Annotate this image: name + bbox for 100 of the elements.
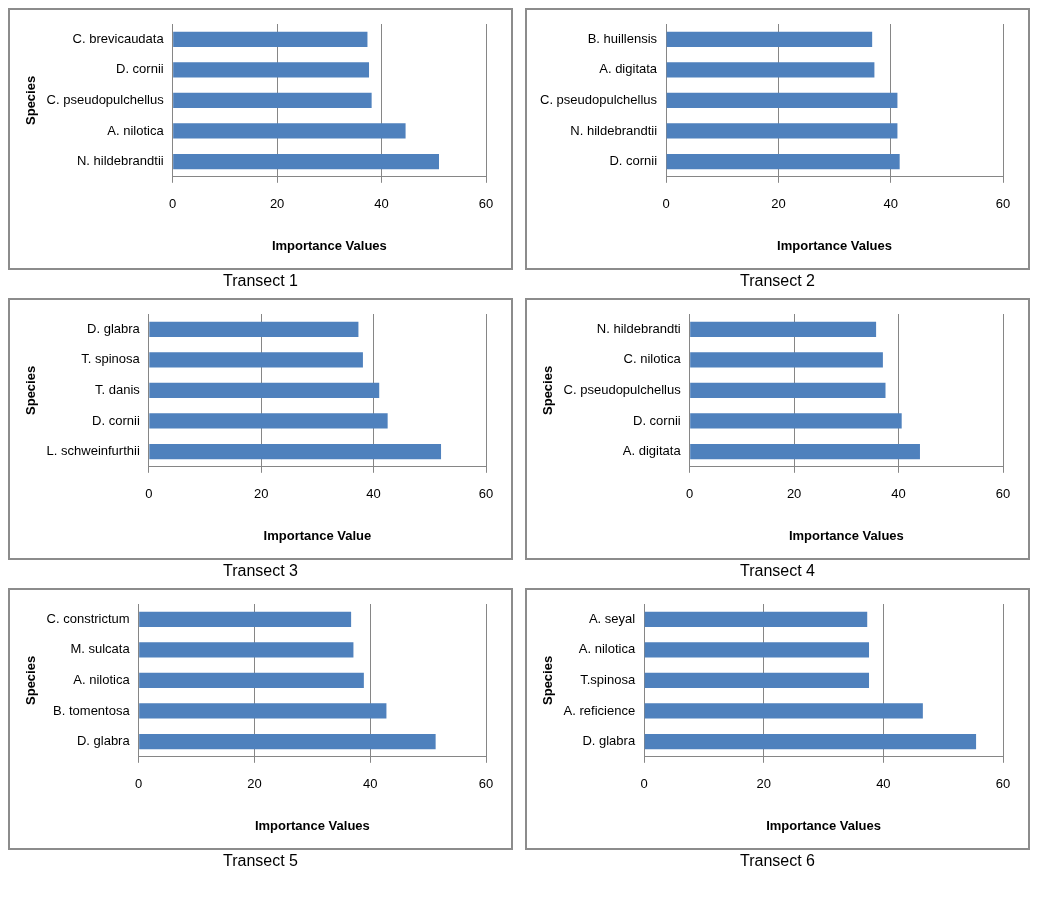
x-tick-label: 40 — [374, 196, 389, 212]
bar — [149, 382, 380, 399]
bar — [173, 62, 370, 78]
bar — [149, 352, 363, 368]
x-tick-label: 60 — [478, 486, 494, 502]
y-tick-label: C. pseudopulchellus — [46, 91, 165, 107]
x-axis-title: Importance Values — [777, 237, 892, 253]
x-tick-label: 20 — [253, 486, 269, 502]
y-tick-label: N. hildebrandtii — [76, 153, 164, 169]
text: Transect 6 — [739, 851, 816, 871]
y-axis-title: Species — [540, 655, 556, 705]
y-axis-title: Species — [23, 365, 39, 415]
bar — [690, 382, 886, 399]
bar — [690, 321, 877, 337]
x-tick-label: 20 — [756, 776, 771, 792]
y-tick-label: D. cornii — [115, 61, 164, 77]
x-tick-label: 0 — [145, 486, 153, 502]
bar — [666, 153, 900, 170]
x-tick-label: 60 — [995, 486, 1011, 502]
text: Transect 1 — [222, 271, 299, 291]
y-tick-label: T.spinosa — [580, 671, 636, 687]
y-tick-label: C. pseudopulchellus — [563, 381, 682, 397]
x-tick-label: 60 — [478, 776, 494, 792]
bar — [149, 443, 442, 460]
bar — [666, 62, 875, 78]
bar — [644, 611, 868, 627]
bar — [690, 443, 920, 460]
x-tick-label: 20 — [247, 776, 262, 792]
x-tick-label: 60 — [995, 196, 1011, 212]
bar — [644, 672, 870, 689]
x-tick-label: 0 — [686, 486, 694, 502]
y-tick-label: N. hildebrandtii — [570, 122, 658, 138]
y-tick-label: M. sulcata — [70, 641, 131, 657]
y-tick-label: B. tomentosa — [53, 702, 131, 718]
y-tick-label: A. digitata — [622, 443, 682, 459]
x-tick-label: 0 — [640, 776, 648, 792]
x-tick-label: 0 — [169, 196, 177, 212]
x-tick-label: 20 — [786, 486, 802, 502]
x-tick-label: 40 — [883, 196, 898, 212]
x-tick-label: 40 — [366, 486, 381, 502]
y-tick-label: C. brevicaudata — [72, 30, 165, 46]
text: Transect 3 — [222, 561, 299, 581]
y-tick-label: A. reficience — [563, 702, 636, 718]
y-tick-label: A. nilotica — [73, 671, 131, 687]
bar — [149, 321, 359, 337]
y-tick-label: C. pseudopulchellus — [540, 91, 658, 107]
x-axis-title: Importance Value — [263, 527, 372, 543]
bar — [139, 642, 354, 658]
x-tick-label: 0 — [135, 776, 143, 792]
x-tick-label: 20 — [771, 196, 786, 212]
bar — [644, 703, 923, 719]
y-tick-label: C. constrictum — [46, 610, 130, 626]
y-tick-label: L. schweinfurthii — [46, 443, 140, 459]
y-tick-label: T. danis — [95, 381, 141, 397]
y-tick-label: A. seyal — [588, 610, 636, 626]
x-axis-title: Importance Values — [254, 817, 370, 833]
x-axis-title: Importance Values — [788, 527, 904, 543]
x-axis-title: Importance Values — [766, 817, 882, 833]
y-tick-label: D. glabra — [76, 733, 131, 749]
bar — [173, 92, 372, 109]
bar — [666, 123, 898, 139]
bar — [644, 642, 870, 658]
bar — [173, 123, 406, 139]
x-tick-label: 60 — [995, 776, 1011, 792]
x-tick-label: 20 — [269, 196, 285, 212]
x-tick-label: 40 — [876, 776, 891, 792]
x-tick-label: 60 — [478, 196, 494, 212]
bar — [139, 672, 364, 689]
y-tick-label: D. cornii — [92, 412, 140, 428]
text: Transect 4 — [739, 561, 816, 581]
y-axis-title: Species — [23, 75, 39, 125]
y-tick-label: A. nilotica — [107, 122, 165, 138]
y-tick-label: C. nilotica — [623, 351, 682, 367]
bar — [690, 352, 883, 368]
y-axis-title: Species — [540, 365, 556, 415]
bar — [644, 733, 977, 750]
y-tick-label: B. huillensis — [587, 30, 658, 46]
bar — [149, 413, 388, 429]
y-axis-title: Species — [23, 655, 39, 705]
y-tick-label: D. glabra — [87, 320, 141, 336]
bar — [173, 31, 368, 47]
bar — [173, 153, 439, 170]
bar — [666, 92, 898, 109]
y-tick-label: A. digitata — [599, 61, 658, 77]
bar — [690, 413, 902, 429]
x-tick-label: 0 — [662, 196, 670, 212]
y-tick-label: D. cornii — [632, 412, 681, 428]
y-tick-label: N. hildebrandti — [596, 320, 681, 336]
bar — [139, 703, 387, 719]
y-tick-label: D. glabra — [582, 733, 636, 749]
x-tick-label: 40 — [891, 486, 906, 502]
text: Transect 5 — [222, 851, 299, 871]
x-tick-label: 40 — [362, 776, 378, 792]
y-tick-label: A. nilotica — [578, 641, 636, 657]
text: Transect 2 — [739, 271, 816, 291]
y-tick-label: D. cornii — [609, 153, 658, 169]
x-axis-title: Importance Values — [271, 237, 387, 253]
bar — [666, 31, 873, 47]
bar — [139, 733, 436, 750]
bar — [139, 611, 352, 627]
